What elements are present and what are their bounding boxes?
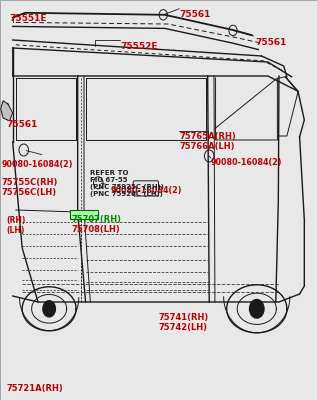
Text: 90080-16084(2): 90080-16084(2) [111,186,183,195]
Text: 75551E: 75551E [10,14,47,23]
Text: (RH)
(LH): (RH) (LH) [6,216,26,235]
FancyBboxPatch shape [70,210,98,219]
Text: 75755C(RH)
75756C(LH): 75755C(RH) 75756C(LH) [2,178,58,197]
Polygon shape [1,101,13,121]
Text: 75741(RH)
75742(LH): 75741(RH) 75742(LH) [158,313,209,332]
Text: 75707(RH): 75707(RH) [71,215,121,224]
Text: 90080-16084(2): 90080-16084(2) [2,160,73,169]
Text: 75561: 75561 [255,38,287,47]
Text: 75561: 75561 [179,10,210,19]
Text: 75561: 75561 [6,120,38,129]
Text: REFER TO
FIG 67-55
(PNC 75925C (RH))
(PNC 75926C (LH)): REFER TO FIG 67-55 (PNC 75925C (RH)) (PN… [90,170,164,197]
Circle shape [249,299,265,319]
Text: 75552E: 75552E [120,42,158,51]
Text: 75708(LH): 75708(LH) [71,225,120,234]
FancyBboxPatch shape [133,181,158,196]
Text: 90080-16084(2): 90080-16084(2) [211,158,282,167]
Circle shape [42,300,56,318]
Text: 75721A(RH): 75721A(RH) [6,384,63,393]
Text: 75765A(RH)
75766A(LH): 75765A(RH) 75766A(LH) [179,132,236,151]
